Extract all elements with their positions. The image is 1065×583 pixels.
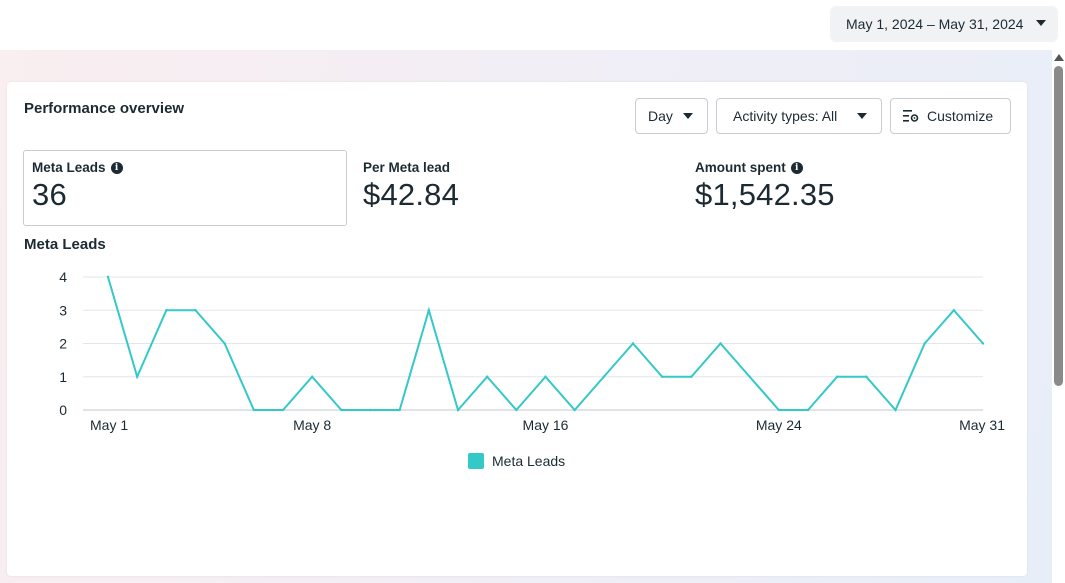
data-point	[573, 408, 576, 412]
metric-amount-spent: Amount spent i $1,542.35	[695, 160, 835, 213]
day-dropdown[interactable]: Day	[635, 98, 708, 134]
data-point	[310, 375, 314, 378]
date-range-label: May 1, 2024 – May 31, 2024	[846, 16, 1024, 32]
y-tick-label: 4	[59, 269, 67, 285]
data-point	[252, 408, 256, 412]
x-tick-label: May 24	[756, 417, 802, 433]
data-point	[135, 375, 139, 378]
data-point	[544, 375, 547, 378]
activity-types-label: Activity types: All	[733, 108, 838, 124]
info-icon[interactable]: i	[110, 161, 123, 174]
scrollbar-thumb[interactable]	[1054, 66, 1063, 386]
legend-label: Meta Leads	[492, 453, 566, 469]
legend-swatch	[468, 453, 484, 469]
data-point	[369, 408, 372, 412]
date-range-picker[interactable]: May 1, 2024 – May 31, 2024	[830, 6, 1058, 42]
day-dropdown-label: Day	[648, 108, 673, 124]
data-point	[952, 309, 956, 312]
data-point	[281, 408, 285, 412]
data-point	[456, 408, 460, 412]
top-bar: May 1, 2024 – May 31, 2024	[0, 0, 1065, 50]
data-point	[806, 408, 810, 412]
activity-types-dropdown[interactable]: Activity types: All	[716, 98, 882, 134]
data-point	[602, 375, 606, 378]
data-point	[660, 375, 664, 378]
data-point	[923, 342, 926, 345]
data-point	[340, 408, 343, 412]
scroll-up-arrow-icon[interactable]	[1054, 54, 1064, 61]
chart-legend[interactable]: Meta Leads	[468, 453, 565, 469]
customize-columns-icon	[903, 110, 919, 122]
metric-meta-leads[interactable]: Meta Leads i 36	[23, 150, 347, 226]
y-tick-label: 3	[59, 302, 67, 318]
data-point	[515, 408, 518, 412]
customize-button[interactable]: Customize	[890, 98, 1011, 134]
metric-label: Per Meta lead	[363, 160, 451, 175]
x-tick-label: May 1	[90, 417, 128, 433]
metric-value: $42.84	[363, 177, 460, 212]
data-point	[165, 309, 168, 312]
metric-label: Meta Leads	[32, 160, 106, 175]
data-point	[427, 309, 431, 312]
y-tick-label: 0	[59, 402, 67, 418]
x-tick-label: May 8	[293, 417, 331, 433]
data-point	[631, 342, 635, 345]
y-tick-label: 1	[59, 369, 67, 385]
data-point	[719, 342, 722, 345]
metric-label: Amount spent	[695, 160, 786, 175]
data-point	[865, 375, 868, 378]
data-point	[981, 342, 985, 345]
data-point	[894, 408, 897, 412]
data-point	[223, 342, 226, 345]
chevron-down-icon	[683, 113, 693, 119]
data-point	[777, 408, 781, 412]
metric-per-meta-lead: Per Meta lead $42.84	[363, 160, 459, 213]
chart-title: Meta Leads	[24, 236, 106, 253]
card-title: Performance overview	[24, 100, 185, 117]
data-point	[835, 375, 839, 378]
metric-value: 36	[32, 177, 67, 212]
data-point	[194, 309, 197, 312]
chevron-down-icon	[1036, 20, 1046, 26]
metric-value: $1,542.35	[695, 177, 835, 212]
data-point	[690, 375, 693, 378]
data-point	[106, 275, 110, 279]
meta-leads-line-chart: 0 1 2 3 4 May 1 May 8 May 16 May 24 May 31	[59, 269, 1005, 433]
x-tick-label: May 31	[959, 417, 1005, 433]
data-point	[398, 408, 401, 412]
customize-label: Customize	[927, 108, 994, 124]
info-icon[interactable]: i	[790, 161, 803, 174]
performance-overview-card: Performance overview Day Activity types:…	[7, 82, 1027, 576]
data-point	[485, 375, 489, 378]
y-tick-label: 2	[59, 336, 67, 352]
chevron-down-icon	[857, 113, 867, 119]
data-point	[748, 375, 751, 378]
x-tick-label: May 16	[523, 417, 569, 433]
